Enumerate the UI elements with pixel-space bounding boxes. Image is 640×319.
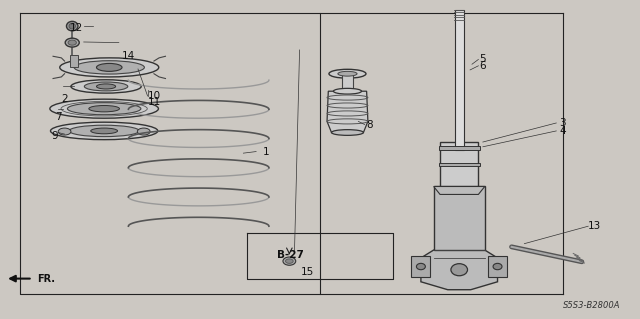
Bar [439, 145, 479, 150]
Bar [412, 256, 431, 277]
Ellipse shape [69, 23, 76, 29]
Ellipse shape [65, 38, 79, 47]
Ellipse shape [50, 99, 159, 118]
Ellipse shape [71, 80, 141, 93]
Bar [488, 256, 507, 277]
Text: FR.: FR. [37, 274, 55, 284]
Ellipse shape [67, 103, 141, 115]
Text: 2: 2 [61, 94, 68, 104]
Polygon shape [421, 250, 497, 290]
Polygon shape [327, 91, 368, 132]
Text: 9: 9 [52, 131, 58, 141]
Ellipse shape [138, 128, 150, 135]
Ellipse shape [493, 263, 502, 270]
Text: S5S3-B2800A: S5S3-B2800A [563, 301, 620, 310]
Ellipse shape [333, 88, 362, 94]
Ellipse shape [51, 122, 158, 140]
Ellipse shape [58, 128, 71, 135]
Text: 11: 11 [147, 97, 161, 107]
Ellipse shape [332, 130, 364, 135]
Text: B-27: B-27 [276, 250, 303, 260]
Bar [439, 163, 479, 166]
Ellipse shape [69, 125, 140, 137]
Ellipse shape [417, 263, 426, 270]
Ellipse shape [74, 61, 145, 74]
Text: 13: 13 [588, 221, 601, 231]
Ellipse shape [285, 259, 293, 263]
Ellipse shape [84, 82, 128, 91]
Ellipse shape [89, 106, 120, 112]
Text: 15: 15 [301, 267, 314, 277]
Text: 3: 3 [559, 118, 566, 128]
Ellipse shape [329, 69, 366, 78]
Text: 10: 10 [147, 91, 161, 101]
Text: 7: 7 [55, 112, 61, 122]
Text: 14: 14 [122, 51, 135, 61]
Polygon shape [434, 187, 484, 195]
Ellipse shape [67, 21, 78, 31]
Bar [70, 55, 78, 67]
Text: 1: 1 [262, 146, 269, 157]
Ellipse shape [283, 257, 296, 265]
Ellipse shape [60, 58, 159, 77]
Text: 12: 12 [69, 23, 83, 33]
Bar [342, 74, 353, 90]
Ellipse shape [97, 84, 116, 89]
Text: 8: 8 [367, 120, 373, 130]
Text: 5: 5 [479, 55, 486, 64]
Ellipse shape [97, 63, 122, 71]
Bar [434, 187, 484, 250]
Bar [455, 10, 464, 150]
Text: 4: 4 [559, 126, 566, 136]
Text: 6: 6 [479, 61, 486, 71]
Ellipse shape [451, 264, 467, 276]
Ellipse shape [338, 71, 357, 76]
Bar [440, 142, 478, 195]
Ellipse shape [91, 128, 118, 134]
Ellipse shape [68, 40, 76, 45]
